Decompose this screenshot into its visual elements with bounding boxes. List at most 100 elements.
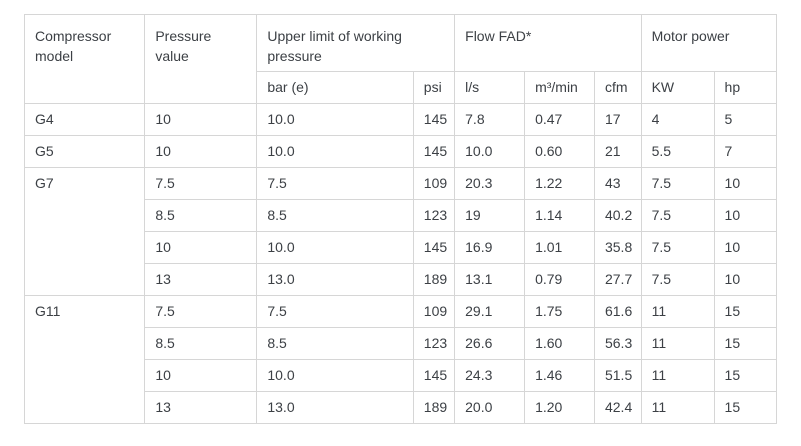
cell-bar: 7.5 <box>256 167 414 200</box>
table-row: G11 7.5 7.5 109 29.1 1.75 61.6 11 15 <box>23 295 778 424</box>
table-row: 8.5 8.5 123 19 1.14 40.2 7.5 10 <box>25 199 778 232</box>
cell-bar: 13.0 <box>256 391 414 424</box>
cell-flow-m3min: 0.47 <box>524 103 595 136</box>
cell-flow-ls: 26.6 <box>454 327 526 360</box>
cell-pressure: 13 <box>144 263 258 296</box>
table-row: 10 10.0 145 24.3 1.46 51.5 11 15 <box>25 359 778 392</box>
compressor-spec-table: Compressor model Pressure value Upper li… <box>23 14 778 424</box>
header-upper-limit-working-pressure: Upper limit of working pressure <box>256 14 456 72</box>
cell-kw: 4 <box>640 103 715 136</box>
cell-hp: 10 <box>713 199 778 232</box>
cell-bar: 10.0 <box>256 231 414 264</box>
cell-bar: 7.5 <box>256 295 414 328</box>
cell-kw: 11 <box>640 295 715 328</box>
cell-flow-cfm: 35.8 <box>593 231 642 264</box>
cell-hp: 10 <box>713 231 778 264</box>
cell-model: G11 <box>23 295 146 424</box>
cell-pressure: 8.5 <box>144 199 258 232</box>
table-row: 10 10.0 145 16.9 1.01 35.8 7.5 10 <box>25 231 778 264</box>
cell-pressure: 7.5 <box>144 295 258 328</box>
cell-bar: 10.0 <box>256 103 414 136</box>
cell-pressure: 10 <box>144 359 258 392</box>
cell-flow-m3min: 0.60 <box>524 135 595 168</box>
header-pressure-value: Pressure value <box>144 14 258 104</box>
cell-bar: 8.5 <box>256 199 414 232</box>
cell-kw: 7.5 <box>640 231 715 264</box>
cell-flow-cfm: 17 <box>593 103 642 136</box>
cell-kw: 5.5 <box>640 135 715 168</box>
cell-psi: 145 <box>412 103 456 136</box>
table-row: 13 13.0 189 13.1 0.79 27.7 7.5 10 <box>25 263 778 296</box>
cell-flow-ls: 24.3 <box>454 359 526 392</box>
cell-model: G4 <box>23 103 146 136</box>
cell-bar: 10.0 <box>256 359 414 392</box>
cell-hp: 15 <box>713 391 778 424</box>
cell-flow-m3min: 1.14 <box>524 199 595 232</box>
cell-kw: 7.5 <box>640 199 715 232</box>
cell-psi: 109 <box>412 295 456 328</box>
cell-psi: 145 <box>412 359 456 392</box>
table-row: G5 10 10.0 145 10.0 0.60 21 5.5 7 <box>23 135 778 168</box>
cell-flow-ls: 29.1 <box>454 295 526 328</box>
cell-flow-cfm: 51.5 <box>593 359 642 392</box>
cell-flow-m3min: 1.20 <box>524 391 595 424</box>
cell-flow-m3min: 1.46 <box>524 359 595 392</box>
cell-psi: 145 <box>412 231 456 264</box>
cell-flow-ls: 20.0 <box>454 391 526 424</box>
header-psi: psi <box>412 71 456 104</box>
cell-flow-ls: 13.1 <box>454 263 526 296</box>
cell-flow-ls: 19 <box>454 199 526 232</box>
cell-bar: 8.5 <box>256 327 414 360</box>
cell-flow-cfm: 61.6 <box>593 295 642 328</box>
cell-pressure: 7.5 <box>144 167 258 200</box>
cell-kw: 11 <box>640 327 715 360</box>
header-motor-power: Motor power <box>640 14 778 72</box>
cell-kw: 7.5 <box>640 167 715 200</box>
cell-flow-ls: 16.9 <box>454 231 526 264</box>
cell-hp: 10 <box>713 263 778 296</box>
cell-flow-m3min: 1.22 <box>524 167 595 200</box>
cell-bar: 10.0 <box>256 135 414 168</box>
cell-flow-cfm: 42.4 <box>593 391 642 424</box>
cell-model: G7 <box>23 167 146 296</box>
table-row: 8.5 8.5 123 26.6 1.60 56.3 11 15 <box>25 327 778 360</box>
table-row: G7 7.5 7.5 109 20.3 1.22 43 7.5 10 <box>23 167 778 296</box>
cell-model: G5 <box>23 135 146 168</box>
header-hp: hp <box>713 71 778 104</box>
cell-psi: 189 <box>412 263 456 296</box>
cell-flow-cfm: 56.3 <box>593 327 642 360</box>
header-ls: l/s <box>454 71 526 104</box>
header-m3min: m³/min <box>524 71 595 104</box>
header-bar-e: bar (e) <box>256 71 414 104</box>
cell-kw: 11 <box>640 391 715 424</box>
cell-flow-m3min: 1.75 <box>524 295 595 328</box>
cell-flow-m3min: 0.79 <box>524 263 595 296</box>
cell-pressure: 10 <box>144 135 258 168</box>
cell-hp: 15 <box>713 359 778 392</box>
header-compressor-model: Compressor model <box>23 14 146 104</box>
cell-flow-m3min: 1.01 <box>524 231 595 264</box>
cell-flow-cfm: 43 <box>593 167 642 200</box>
cell-psi: 123 <box>412 327 456 360</box>
cell-kw: 11 <box>640 359 715 392</box>
cell-pressure: 10 <box>144 231 258 264</box>
cell-pressure: 8.5 <box>144 327 258 360</box>
table-row: 13 13.0 189 20.0 1.20 42.4 11 15 <box>25 391 778 424</box>
cell-psi: 189 <box>412 391 456 424</box>
header-flow-fad: Flow FAD* <box>454 14 642 72</box>
cell-flow-cfm: 21 <box>593 135 642 168</box>
cell-kw: 7.5 <box>640 263 715 296</box>
cell-flow-cfm: 40.2 <box>593 199 642 232</box>
cell-hp: 15 <box>713 295 778 328</box>
cell-flow-ls: 20.3 <box>454 167 526 200</box>
cell-psi: 123 <box>412 199 456 232</box>
cell-flow-m3min: 1.60 <box>524 327 595 360</box>
header-kw: KW <box>640 71 715 104</box>
cell-psi: 145 <box>412 135 456 168</box>
cell-psi: 109 <box>412 167 456 200</box>
cell-pressure: 10 <box>144 103 258 136</box>
table-row: G4 10 10.0 145 7.8 0.47 17 4 5 <box>23 103 778 136</box>
cell-hp: 10 <box>713 167 778 200</box>
cell-hp: 15 <box>713 327 778 360</box>
